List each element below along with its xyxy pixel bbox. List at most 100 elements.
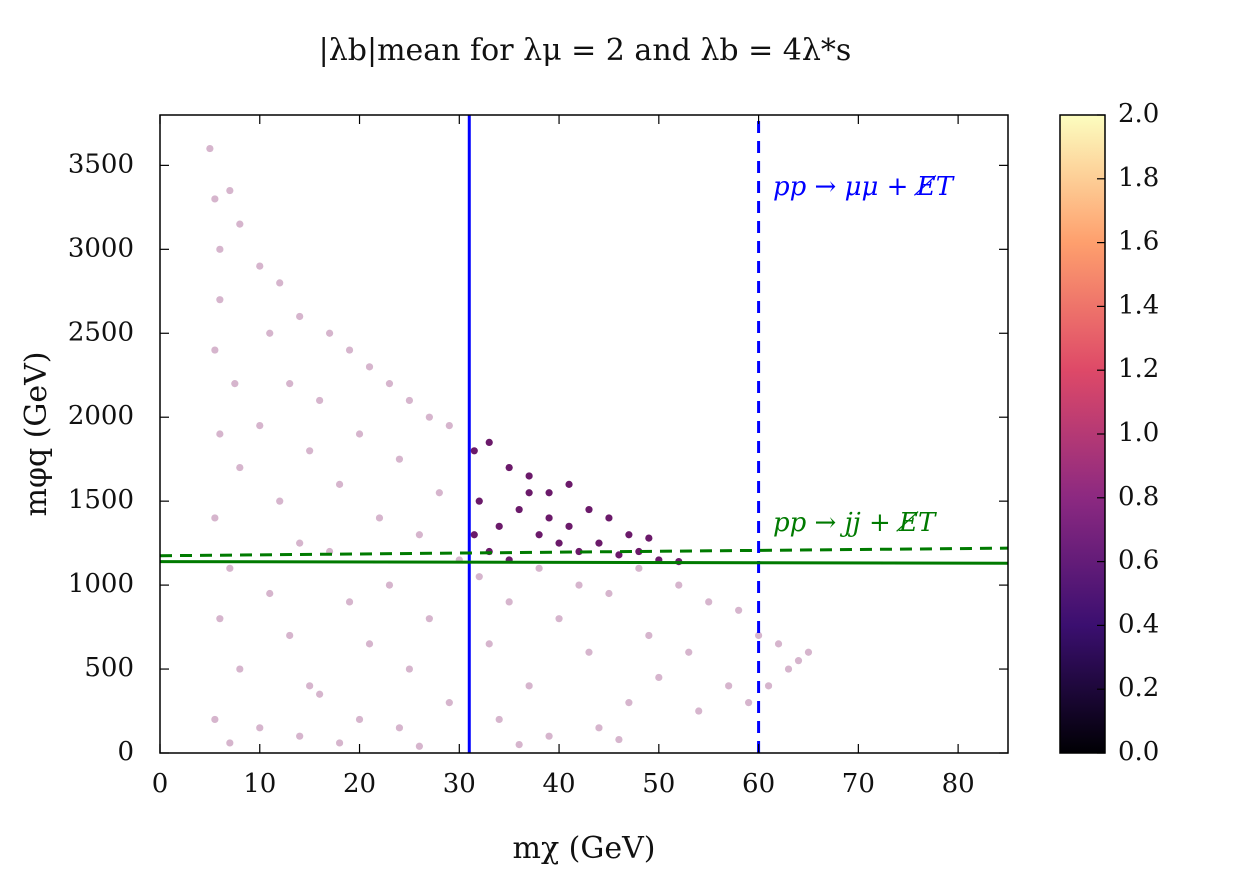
y-tick-label: 2500 [68, 317, 134, 347]
point [345, 346, 354, 354]
point [395, 724, 404, 732]
point [326, 329, 334, 337]
x-tick-label: 70 [842, 769, 875, 799]
point [495, 715, 503, 724]
point [266, 329, 274, 337]
colorbar-tick-label: 0.4 [1118, 609, 1159, 639]
point [754, 631, 763, 640]
point [735, 606, 743, 614]
point [286, 631, 294, 640]
point [784, 665, 793, 673]
point [306, 447, 314, 455]
reference-line [159, 560, 1009, 565]
colorbar-tick-label: 1.2 [1118, 354, 1159, 384]
point [231, 380, 239, 388]
point [385, 380, 394, 388]
point [355, 430, 364, 438]
point [296, 539, 304, 547]
colorbar-tick-label: 0.6 [1118, 546, 1159, 576]
point [625, 699, 633, 707]
x-axis-label: mχ (GeV) [513, 831, 656, 866]
point [555, 539, 563, 547]
point [505, 463, 513, 472]
point [296, 732, 304, 740]
point [535, 531, 543, 539]
colorbar-tick-label: 1.0 [1118, 418, 1159, 448]
point [475, 573, 483, 581]
plot-frame [159, 114, 1009, 754]
point [764, 682, 773, 690]
point [525, 472, 533, 480]
y-tick-label: 1500 [68, 485, 134, 515]
point [565, 522, 573, 530]
colorbar-tick-label: 1.8 [1118, 163, 1159, 193]
point [425, 615, 433, 623]
point [635, 547, 643, 556]
x-tick-label: 30 [443, 769, 476, 799]
point [425, 413, 433, 421]
point [515, 741, 523, 749]
point [615, 735, 623, 744]
annotation: pp → jj + E̸T [773, 508, 937, 538]
point [211, 514, 219, 522]
point [211, 346, 219, 354]
point [655, 673, 663, 682]
point [211, 715, 219, 724]
colorbar-tick-label: 0.8 [1118, 482, 1159, 512]
point [216, 615, 224, 623]
point [276, 497, 284, 505]
point [645, 631, 653, 640]
point [575, 581, 583, 589]
x-tick-label: 0 [152, 769, 169, 799]
point [296, 312, 304, 321]
x-tick-label: 80 [942, 769, 975, 799]
point [585, 505, 593, 514]
point [405, 665, 414, 673]
point [774, 640, 783, 648]
point [745, 699, 753, 707]
point [545, 514, 553, 522]
point [605, 589, 613, 598]
point [226, 564, 234, 572]
point [211, 195, 219, 203]
point [405, 396, 414, 405]
point [226, 186, 234, 195]
y-tick-label: 3500 [68, 149, 134, 179]
point [470, 447, 478, 455]
y-tick-label: 500 [84, 653, 134, 683]
point [555, 615, 563, 623]
point [485, 438, 493, 446]
point [585, 648, 593, 656]
x-tick-label: 20 [343, 769, 376, 799]
annotation: pp → μμ + E̸T [773, 172, 955, 202]
colorbar-tick-label: 0.0 [1118, 737, 1159, 767]
reference-line [159, 546, 1009, 558]
point [705, 598, 713, 606]
point [216, 430, 224, 438]
colorbar-tick-label: 2.0 [1118, 99, 1159, 129]
x-tick-label: 50 [642, 769, 675, 799]
point [415, 531, 423, 539]
point [545, 732, 553, 740]
point [515, 505, 523, 514]
point [595, 724, 603, 732]
point [236, 665, 244, 673]
y-tick-label: 1000 [68, 569, 134, 599]
point [236, 463, 244, 472]
y-axis-label: mφq (GeV) [19, 352, 54, 517]
point [535, 564, 543, 572]
point [256, 422, 264, 430]
point [375, 514, 384, 522]
point [505, 598, 513, 606]
colorbar-tick-label: 1.6 [1118, 227, 1159, 257]
point [545, 489, 553, 497]
point [495, 522, 503, 530]
point [286, 380, 294, 388]
point [345, 598, 354, 606]
x-tick-label: 10 [243, 769, 276, 799]
point [256, 262, 264, 270]
point [525, 489, 533, 497]
point [525, 682, 533, 690]
point [605, 514, 613, 522]
